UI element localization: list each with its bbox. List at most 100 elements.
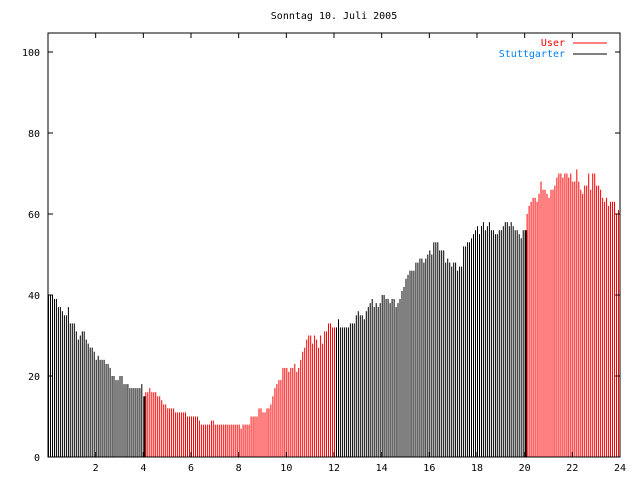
bar-user [167,408,169,457]
bar-user [310,335,312,457]
bar-stuttgarter [399,299,401,457]
bar-stuttgarter [443,250,445,457]
bar-user [276,384,278,457]
bar-user [161,400,163,457]
bar-user [330,323,331,457]
bar-stuttgarter [105,363,107,457]
bar-stuttgarter [490,230,492,457]
bar-stuttgarter [433,242,435,457]
y-tick-label: 0 [34,453,40,464]
bar-stuttgarter [506,222,508,457]
legend: User Stuttgarter [499,38,607,60]
bar-stuttgarter [411,270,413,457]
bar-user [159,396,161,458]
bar-stuttgarter [91,347,93,457]
bar-user [286,367,288,457]
bar-stuttgarter [473,234,474,457]
x-tick-label: 22 [566,463,578,474]
bar-user [280,380,282,457]
bar-user [236,424,238,457]
bar-user [540,181,542,457]
bar-stuttgarter [353,323,355,457]
bar-user [546,193,548,458]
bar-stuttgarter [463,246,465,457]
bar-user [169,408,171,457]
bar-user [171,408,173,457]
bar-stuttgarter [369,303,371,457]
bar-user [260,408,262,457]
bar-stuttgarter [486,226,488,457]
bar-stuttgarter [371,299,373,457]
bar-stuttgarter [421,258,423,457]
bar-user [534,197,536,458]
bar-stuttgarter [439,250,441,457]
bar-stuttgarter [336,327,337,457]
bar-user [584,185,586,457]
bar-stuttgarter [363,319,365,457]
bar-stuttgarter [89,347,91,457]
bar-stuttgarter [484,230,486,457]
bar-user [586,185,588,457]
bar-stuttgarter [55,299,57,457]
bar-stuttgarter [475,230,476,457]
bar-user [592,173,594,457]
bar-stuttgarter [111,376,113,457]
bar-user [216,424,218,457]
bar-user [612,201,613,457]
bar-stuttgarter [67,307,69,457]
bar-stuttgarter [479,234,480,457]
bar-user [189,416,190,457]
bar-user [306,339,308,457]
bar-stuttgarter [387,299,389,457]
bar-user [590,189,592,457]
bar-user [214,424,216,457]
bar-user [320,335,322,457]
bar-stuttgarter [498,230,500,457]
bar-user [270,404,272,457]
bar-stuttgarter [141,384,143,457]
bar-user [542,189,544,457]
bar-user [222,424,224,457]
bar-user [232,424,234,457]
bar-stuttgarter [504,222,506,457]
bar-user [258,408,260,457]
bar-stuttgarter [427,254,429,457]
bar-stuttgarter [512,226,514,457]
bar-user [322,343,324,457]
bar-user [594,173,596,457]
bar-user [266,408,268,457]
bar-stuttgarter [455,262,457,457]
bar-user [568,177,570,457]
bar-stuttgarter [417,262,419,457]
bar-stuttgarter [139,388,141,457]
bar-stuttgarter [502,226,504,457]
bar-user [608,205,610,457]
bars [48,169,619,458]
bar-stuttgarter [379,303,381,457]
bar-user [308,335,310,457]
bar-user [332,327,333,457]
bar-user [284,367,286,457]
bar-stuttgarter [445,262,447,457]
bar-stuttgarter [471,238,472,457]
bar-user [528,205,530,457]
bar-stuttgarter [373,307,375,457]
bar-stuttgarter [59,307,61,457]
bar-stuttgarter [482,222,484,457]
bar-stuttgarter [516,230,518,457]
bar-stuttgarter [383,295,385,457]
bar-stuttgarter [510,222,512,457]
bar-user [163,404,165,457]
bar-user [302,351,304,457]
bar-user [147,392,149,457]
bar-stuttgarter [423,262,425,457]
bar-stuttgarter [339,327,341,457]
bar-user [326,331,327,457]
bar-stuttgarter [107,363,109,457]
bar-stuttgarter [431,254,433,457]
y-tick-label: 20 [28,372,40,383]
bar-stuttgarter [401,291,403,457]
bar-stuttgarter [133,388,135,457]
bar-stuttgarter [481,226,482,457]
bar-stuttgarter [87,343,89,457]
